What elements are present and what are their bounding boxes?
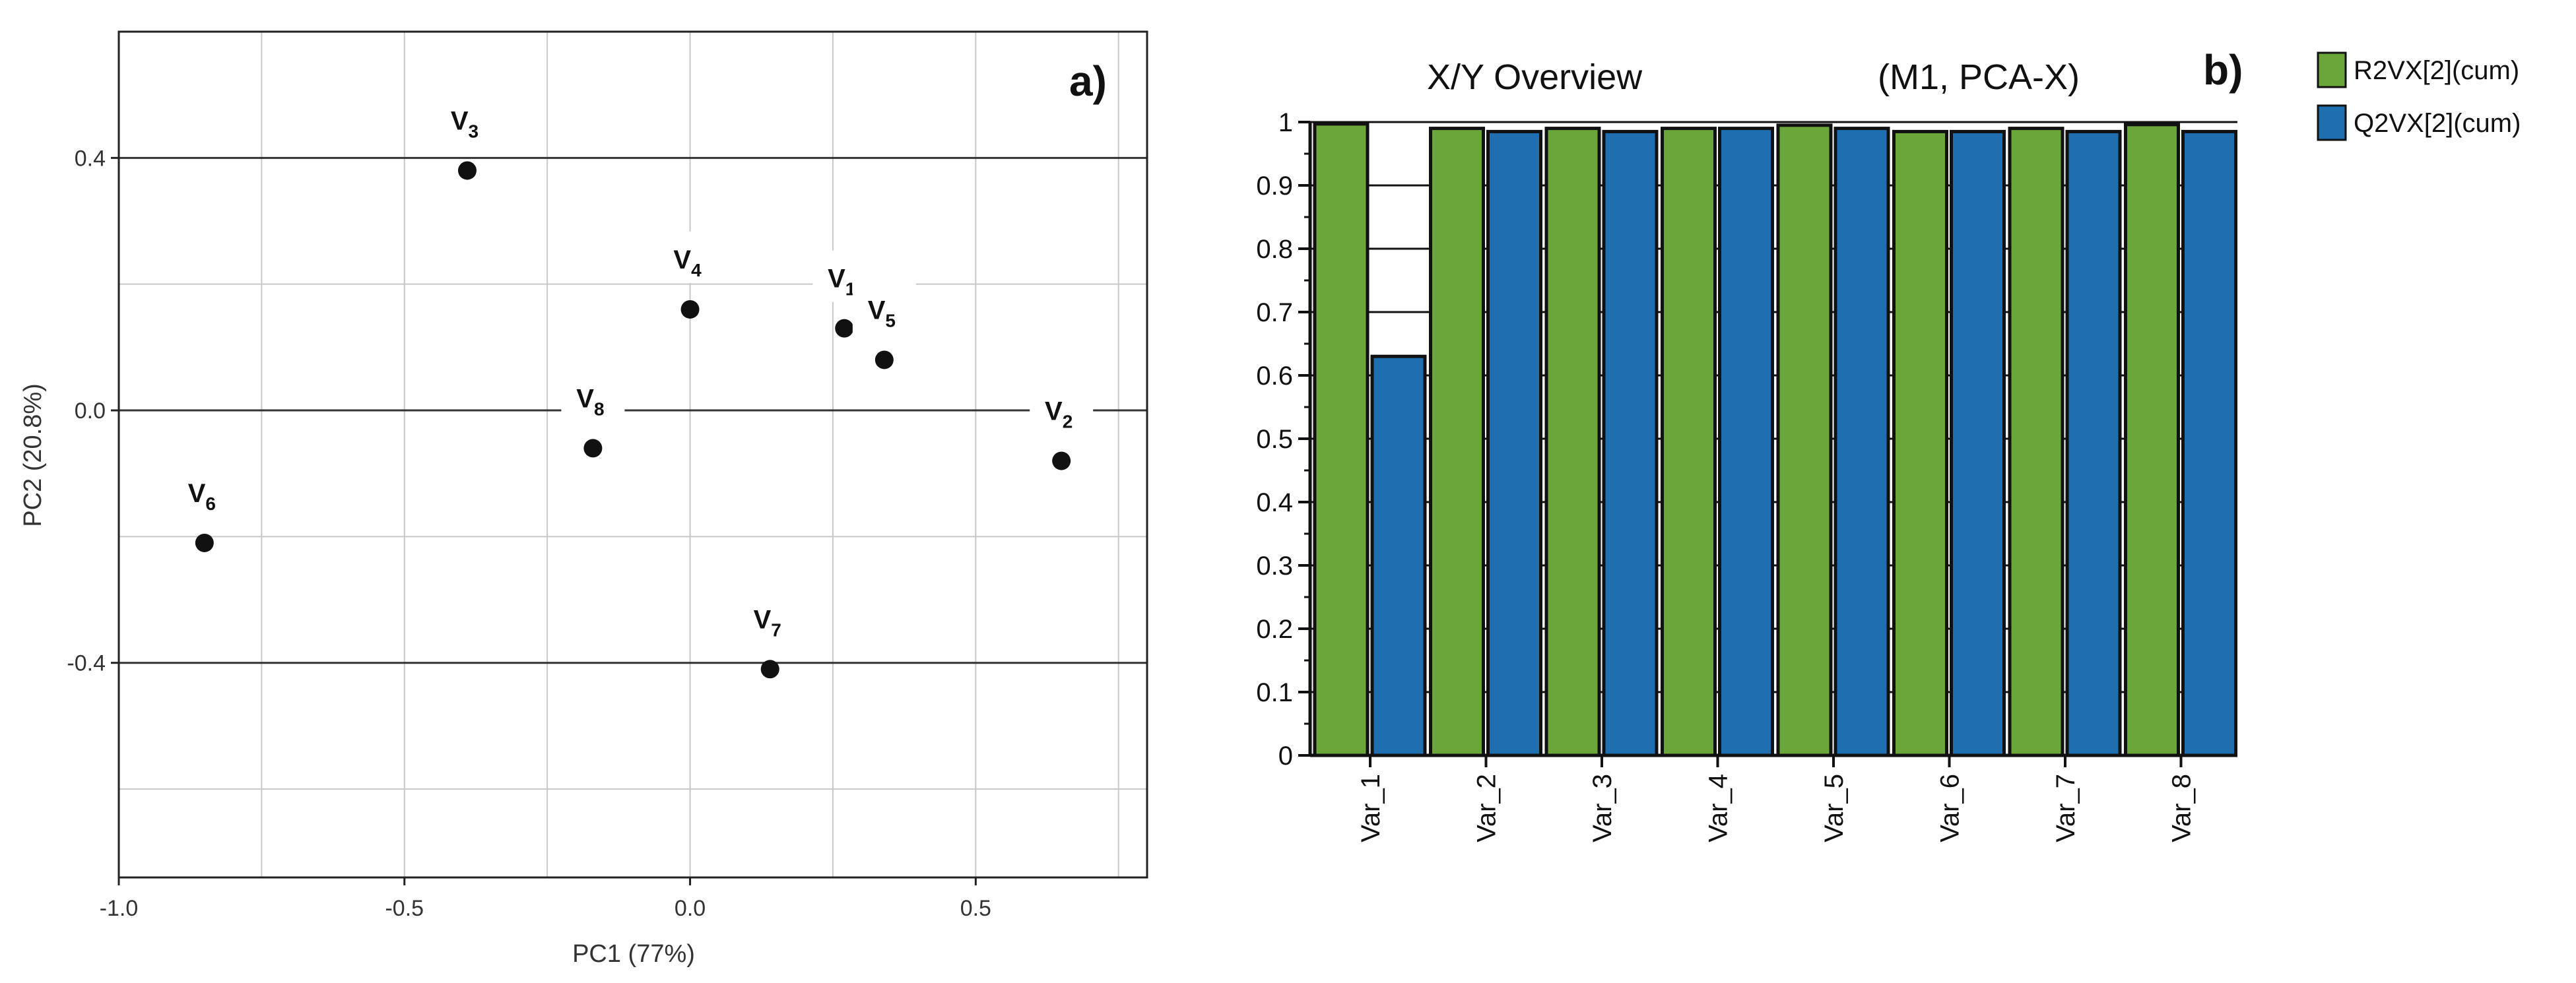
bar-x-tick-label: Var_7 <box>2051 774 2080 842</box>
bar-var6-q2vx <box>1950 129 2006 757</box>
scatter-point-label: V3 <box>451 106 479 141</box>
scatter-label-bg <box>738 591 802 643</box>
bar-y-tick-label: 0.3 <box>1256 552 1293 581</box>
scatter-point-v5: V5 <box>852 282 916 369</box>
bar-y-tick-label: 0.1 <box>1256 678 1293 707</box>
scatter-point-v3: V3 <box>435 92 499 180</box>
bar-var2-r2vx <box>1429 127 1485 757</box>
legend-swatch <box>2317 104 2347 141</box>
scatter-point-v4: V4 <box>658 231 722 319</box>
bar-y-tick-label: 0.7 <box>1256 298 1293 327</box>
panel-label-a: a) <box>1069 57 1107 105</box>
legend-item-q2vx: Q2VX[2](cum) <box>2317 104 2521 141</box>
bar-y-tick-label: 0.6 <box>1256 362 1293 391</box>
scatter-grid <box>119 31 1147 877</box>
bar-chart-subtitle: (M1, PCA-X) <box>1878 57 2080 97</box>
bar-var3-q2vx <box>1602 129 1659 757</box>
scatter-x-tick-label: -1.0 <box>100 896 139 921</box>
bar-y-tick-label: 0.9 <box>1256 172 1293 201</box>
scatter-x-tick-label: -0.5 <box>385 896 424 921</box>
scatter-x-ticks: -1.0 -0.5 0.0 0.5 <box>100 877 991 921</box>
scatter-marker <box>875 350 894 369</box>
bar-x-tick-label: Var_4 <box>1704 774 1733 842</box>
bar-x-tick-label: Var_1 <box>1356 774 1385 842</box>
bar-y-tick-label: 0.8 <box>1256 235 1293 264</box>
bar-x-tick-label: Var_6 <box>1936 774 1965 842</box>
scatter-y-ticks: -0.4 0.0 0.4 <box>67 146 119 676</box>
scatter-marker <box>195 533 214 552</box>
scatter-point-label: V4 <box>673 245 702 280</box>
bar-var4-r2vx <box>1661 127 1717 757</box>
bar-y-tick-label: 0 <box>1278 742 1293 771</box>
scatter-y-axis-label: PC2 (20.8%) <box>19 383 47 527</box>
scatter-label-bg <box>435 92 499 144</box>
scatter-points: V1 V2 V3 V4 V5 V6 V7 V8 <box>172 92 1094 679</box>
bar-var1-r2vx <box>1313 122 1370 757</box>
bar-chart-title: X/Y Overview <box>1427 57 1643 97</box>
bar-y-tick-label: 1 <box>1278 108 1293 137</box>
bar-y-tick-label: 0.4 <box>1256 488 1293 517</box>
bar-var8-r2vx <box>2124 123 2180 757</box>
scatter-marker <box>835 319 854 338</box>
scatter-marker <box>1052 451 1071 470</box>
bar-var5-r2vx <box>1776 123 1833 757</box>
panel-label-b: b) <box>2203 46 2243 94</box>
scatter-marker <box>457 161 477 180</box>
legend-swatch <box>2317 51 2347 88</box>
bar-x-ticks: Var_1 Var_2 Var_3 Var_4 Var_5 Var_6 Var_7 Var_8 <box>1356 755 2196 842</box>
scatter-label-bg <box>658 231 722 283</box>
bar-x-tick-label: Var_3 <box>1588 774 1617 842</box>
bar-var6-r2vx <box>1892 129 1948 757</box>
bar-x-tick-label: Var_2 <box>1472 774 1502 842</box>
scatter-point-label: V5 <box>868 296 896 331</box>
scatter-x-axis-label: PC1 (77%) <box>572 940 695 968</box>
legend-label: Q2VX[2](cum) <box>2354 109 2521 138</box>
scatter-marker <box>583 439 603 458</box>
scatter-point-v8: V8 <box>561 370 625 458</box>
scatter-label-bg <box>172 464 236 517</box>
scatter-label-bg <box>561 370 625 422</box>
bar-var4-q2vx <box>1718 127 1774 757</box>
bar-y-ticks: 0 0.1 0.2 0.3 0.4 0.5 0.6 0.7 0.8 0.9 1 <box>1256 108 1310 771</box>
scatter-point-label: V7 <box>754 605 781 640</box>
bar-x-tick-label: Var_5 <box>1820 774 1849 842</box>
scatter-point-v7: V7 <box>738 591 802 679</box>
scatter-marker <box>680 300 700 319</box>
scatter-point-label: V6 <box>188 479 216 514</box>
bar-var7-r2vx <box>2008 127 2064 757</box>
bar-panel: X/Y Overview (M1, PCA-X) b) 0 0.1 0.2 0.3 0.… <box>1256 46 2521 842</box>
scatter-x-tick-label: 0.0 <box>675 896 706 921</box>
bar-var8-q2vx <box>2181 129 2237 757</box>
scatter-label-bg <box>1030 383 1094 435</box>
scatter-frame <box>117 30 1148 879</box>
legend-label: R2VX[2](cum) <box>2354 56 2519 85</box>
scatter-x-tick-label: 0.5 <box>960 896 991 921</box>
bar-series <box>1313 122 2237 757</box>
scatter-point-label: V8 <box>576 384 604 419</box>
bar-var3-r2vx <box>1544 127 1601 757</box>
bar-var1-q2vx <box>1370 354 1427 757</box>
scatter-y-tick-label: 0.4 <box>75 146 106 171</box>
bar-legend: R2VX[2](cum) Q2VX[2](cum) <box>2317 51 2521 141</box>
bar-var5-q2vx <box>1833 127 1890 757</box>
scatter-panel: -1.0 -0.5 0.0 0.5 -0.4 0.0 0.4 V1 V2 V3 V4 V5 V6 V7… <box>19 30 1148 968</box>
scatter-y-tick-label: -0.4 <box>67 651 106 676</box>
scatter-label-bg <box>852 282 916 334</box>
scatter-point-label: V2 <box>1045 397 1073 432</box>
bar-x-tick-label: Var_8 <box>2167 774 2196 842</box>
bar-var7-q2vx <box>2065 129 2122 757</box>
scatter-point-v2: V2 <box>1030 383 1094 470</box>
scatter-point-label: V1 <box>828 265 855 300</box>
scatter-point-v6: V6 <box>172 464 236 552</box>
scatter-y-tick-label: 0.0 <box>75 398 106 424</box>
scatter-marker <box>760 660 779 679</box>
bar-var2-q2vx <box>1486 129 1542 757</box>
bar-y-tick-label: 0.2 <box>1256 615 1293 644</box>
bar-y-tick-label: 0.5 <box>1256 425 1293 454</box>
legend-item-r2vx: R2VX[2](cum) <box>2317 51 2519 88</box>
